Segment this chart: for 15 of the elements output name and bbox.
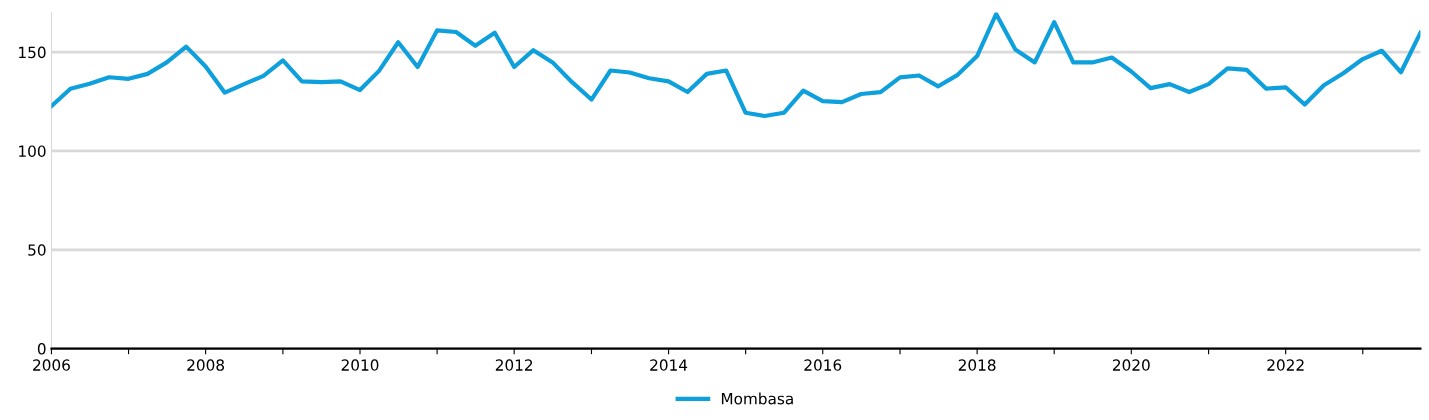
x-tick-label: 2022 <box>1267 359 1304 371</box>
x-tick-label: 2018 <box>958 359 996 371</box>
x-tick-label: 2010 <box>341 359 379 371</box>
x-tick-label: 2008 <box>187 359 225 371</box>
y-tick-label: 0 <box>37 343 46 355</box>
y-tick-label: 150 <box>19 46 46 59</box>
x-tick-label: 2016 <box>804 359 842 371</box>
y-tick-label: 100 <box>19 145 46 157</box>
line-series <box>51 12 1421 119</box>
x-tick-label: 2020 <box>1112 359 1150 371</box>
x-tick-label: 2012 <box>495 359 533 371</box>
x-tick-label: 2006 <box>33 359 70 371</box>
x-tick-label: 2014 <box>650 359 688 371</box>
legend-label: Mombasa <box>721 392 793 405</box>
y-tick-label: 50 <box>28 244 46 256</box>
